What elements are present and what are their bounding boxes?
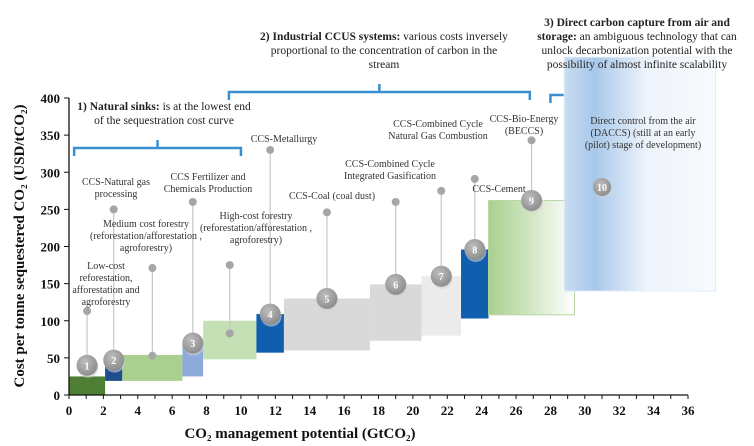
pin-dot-med-forest: [148, 264, 157, 273]
annotation-direct-capture: 3) Direct carbon capture from air and st…: [528, 16, 746, 72]
x-tick-label-10: 10: [234, 403, 247, 418]
pin-dot-8: [470, 174, 479, 183]
x-tick-label-32: 32: [613, 403, 626, 418]
x-tick-label-30: 30: [578, 403, 591, 418]
x-tick-label-6: 6: [169, 403, 176, 418]
pin-group: [83, 136, 536, 377]
pin-dot-7: [437, 186, 446, 195]
x-tick-label-20: 20: [406, 403, 419, 418]
label-ccs-beccs: CCS-Bio-Energy (BECCS): [489, 114, 559, 137]
marker-label-4: 4: [268, 310, 273, 321]
marker-6: [385, 273, 407, 295]
label-medium-cost-forestry: Medium cost forestry (reforestation/affo…: [90, 219, 202, 254]
marker-4: [259, 303, 281, 325]
y-tick-label-300: 300: [41, 165, 61, 180]
label-ccs-igcc: CCS-Combined Cycle Integrated Gasificati…: [344, 159, 436, 182]
marker-8: [464, 238, 486, 260]
y-tick-label-150: 150: [41, 277, 61, 292]
pin-dot-3: [188, 197, 197, 206]
y-tick-label-0: 0: [54, 388, 61, 403]
x-tick-label-34: 34: [647, 403, 661, 418]
label-ccs-ngcc: CCS-Combined Cycle Natural Gas Combustio…: [388, 119, 488, 142]
y-tick-label-200: 200: [41, 240, 61, 255]
pin-base-dot-high-forest: [225, 329, 234, 338]
marker-label-9: 9: [529, 196, 534, 207]
annotation-direct-title: 3) Direct carbon capture from air and st…: [537, 17, 730, 43]
marker-label-8: 8: [472, 245, 477, 256]
pin-dot-9: [527, 136, 536, 145]
x-tick-label-0: 0: [66, 403, 73, 418]
marker-label-2: 2: [111, 356, 116, 367]
y-tick-label-350: 350: [41, 128, 61, 143]
marker-label-10: 10: [597, 183, 607, 194]
pin-dot-2: [109, 205, 118, 214]
pin-dot-6: [391, 197, 400, 206]
bracket-natural: [72, 140, 243, 156]
bar-1: [69, 376, 106, 395]
x-tick-label-2: 2: [100, 403, 107, 418]
label-low-cost-forestry: Low-cost reforestation, afforestation an…: [72, 261, 140, 308]
x-tick-label-26: 26: [510, 403, 524, 418]
x-axis-title: CO₂ management potential (GtCO₂): [184, 426, 415, 442]
bar-10: [563, 56, 717, 292]
marker-label-1: 1: [85, 361, 90, 372]
marker-3: [182, 332, 204, 354]
y-tick-label-100: 100: [41, 314, 61, 329]
bar-9: [488, 199, 576, 316]
annotation-industrial-title: 2) Industrial CCUS systems:: [260, 31, 401, 43]
annotation-industrial: 2) Industrial CCUS systems: various cost…: [258, 30, 510, 72]
annotation-direct-text: an ambiguous technology that can unlock …: [541, 31, 737, 71]
bar-group: [69, 56, 717, 395]
pin-base-dot-med-forest: [148, 351, 157, 360]
x-tick-label-22: 22: [441, 403, 454, 418]
bracket-industrial: [227, 84, 532, 100]
x-tick-label-12: 12: [269, 403, 282, 418]
label-high-cost-forestry: High-cost forestry (reforestation/affore…: [200, 211, 312, 246]
label-daccs: Direct control from the air (DACCS) (sti…: [584, 116, 702, 151]
marker-1: [76, 354, 98, 376]
y-tick-label-250: 250: [41, 202, 61, 217]
label-ccs-coal: CCS-Coal (coal dust): [288, 191, 376, 202]
marker-label-5: 5: [324, 294, 329, 305]
x-tick-label-24: 24: [475, 403, 489, 418]
marker-5: [316, 287, 338, 309]
x-tick-label-8: 8: [203, 403, 210, 418]
y-tick-label-50: 50: [47, 351, 60, 366]
label-ccs-cement: CCS-Cement: [472, 184, 526, 195]
marker-label-3: 3: [190, 339, 195, 350]
y-axis-title: Cost per tonne sequestered CO₂ (USD/tCO₂…: [12, 104, 28, 387]
marker-10: [593, 178, 612, 197]
label-ccs-metallurgy: CCS-Metallurgy: [250, 134, 318, 145]
pin-dot-high-forest: [225, 261, 234, 270]
annotation-industrial-text: various costs inversely proportional to …: [270, 31, 508, 71]
marker-label-6: 6: [393, 280, 398, 291]
x-tick-label-4: 4: [135, 403, 142, 418]
marker-group: 1 2 3 4 5 6 7 8 9 10: [76, 178, 613, 378]
pin-dot-5: [322, 208, 331, 217]
annotation-natural-title: 1) Natural sinks:: [77, 101, 160, 113]
marker-2: [103, 349, 125, 371]
label-natural-gas-processing: CCS-Natural gas processing: [81, 177, 151, 200]
marker-9: [521, 189, 543, 211]
y-tick-label-400: 400: [41, 91, 61, 106]
pin-dot-4: [266, 145, 275, 154]
label-fertilizer-chemicals: CCS Fertilizer and Chemicals Production: [163, 172, 253, 195]
marker-label-7: 7: [439, 272, 444, 283]
annotation-natural-sinks: 1) Natural sinks: is at the lowest end o…: [74, 100, 254, 128]
annotation-natural-text: is at the lowest end of the sequestratio…: [94, 101, 251, 127]
x-tick-label-16: 16: [338, 403, 352, 418]
x-tick-label-14: 14: [303, 403, 317, 418]
x-tick-label-18: 18: [372, 403, 386, 418]
pin-dot-1: [83, 307, 92, 316]
x-tick-label-36: 36: [682, 403, 696, 418]
x-tick-label-28: 28: [544, 403, 558, 418]
marker-7: [430, 265, 452, 287]
